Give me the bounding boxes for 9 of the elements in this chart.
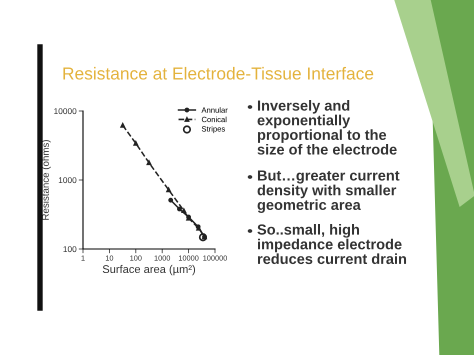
x-axis-title: Surface area (µm²) xyxy=(102,264,196,276)
y-tick-label: 100 xyxy=(63,246,76,252)
text: But…greater current density with smaller geometric area xyxy=(258,170,400,213)
text: Inversely and exponentially proportional to the size of the electrode xyxy=(258,100,397,155)
y-tick-label: 10000 xyxy=(54,108,76,114)
y-axis-title: Resistance (ohms) xyxy=(42,140,51,220)
text: So..small, high impedance electrode reduces current drain xyxy=(257,224,406,264)
chart-title: Resistance at Electrode-Tissue Interface xyxy=(63,66,374,80)
y-tick-label: 1000 xyxy=(58,177,76,184)
